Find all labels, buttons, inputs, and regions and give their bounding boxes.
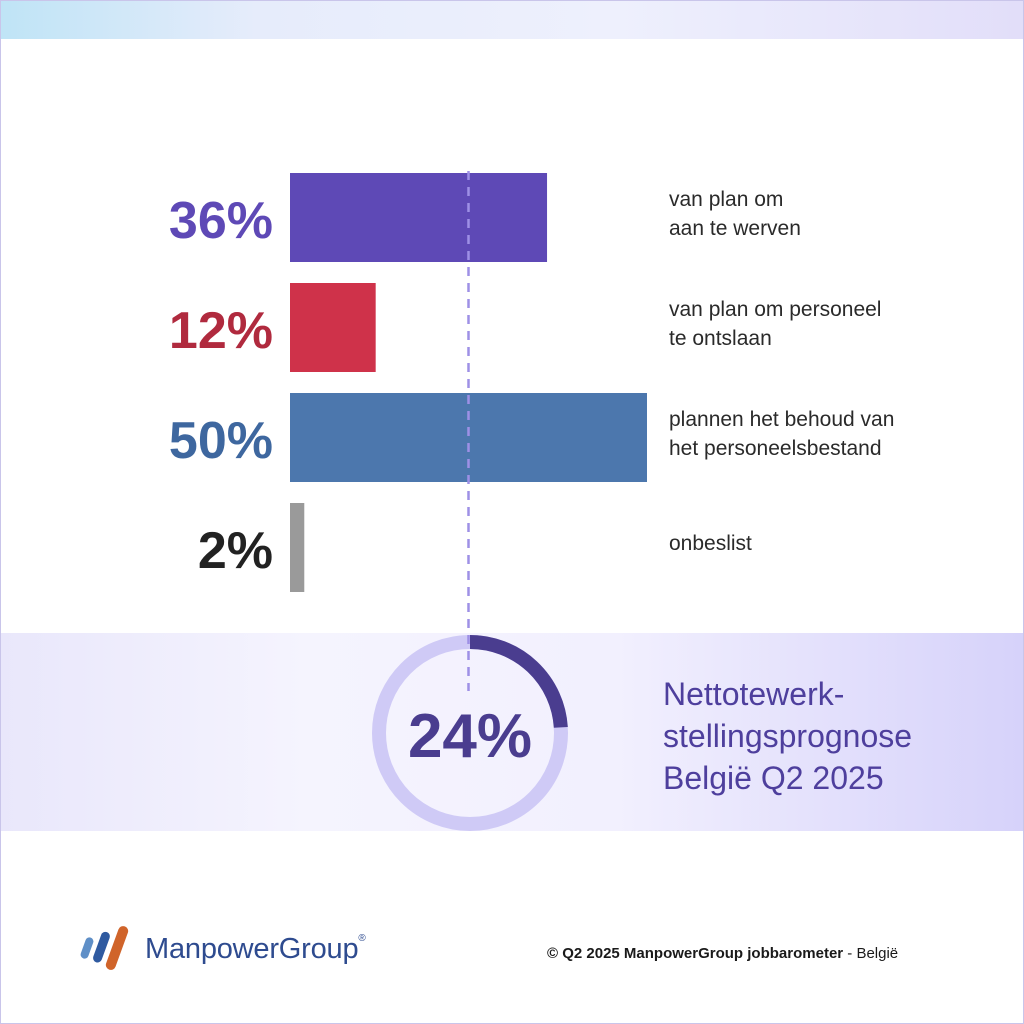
value-label-2: 50% <box>168 412 273 470</box>
category-label-2: plannen het behoud van het personeelsbes… <box>669 407 895 460</box>
value-label-1: 12% <box>168 302 273 360</box>
bar-0 <box>290 173 548 262</box>
net-forecast-value: 24% <box>407 702 533 771</box>
manpowergroup-logo-icon <box>80 926 129 970</box>
bar-3 <box>290 503 305 592</box>
category-label-1: van plan om personeel te ontslaan <box>669 297 882 350</box>
value-label-3: 2% <box>197 522 273 580</box>
copyright: © Q2 2025 ManpowerGroup jobbarometer - B… <box>547 945 899 962</box>
value-label-0: 36% <box>168 192 273 250</box>
category-label-3: onbeslist <box>669 532 752 555</box>
manpowergroup-logo: ManpowerGroup® <box>79 921 366 977</box>
top-gradient-band <box>1 1 1023 39</box>
net-forecast-ring-fill <box>372 635 568 831</box>
logo-text: ManpowerGroup® <box>145 932 366 965</box>
net-forecast-band <box>1 633 1023 831</box>
bar-2 <box>290 393 647 482</box>
bar-1 <box>290 283 376 372</box>
net-forecast-title: Nettotewerk- stellingsprognose België Q2… <box>663 676 913 796</box>
category-label-0: van plan om aan te werven <box>669 187 801 240</box>
